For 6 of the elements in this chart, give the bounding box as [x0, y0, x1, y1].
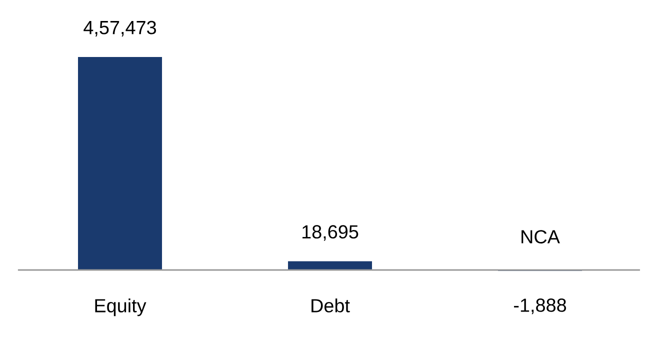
x-tick-label: Equity [95, 298, 146, 316]
data-label: -1,888 [514, 298, 566, 314]
data-label: 18,695 [302, 225, 358, 241]
x-tick-label: NCA [522, 230, 560, 244]
data-label: 4,57,473 [84, 20, 156, 36]
x-tick-label: Debt [312, 298, 350, 312]
